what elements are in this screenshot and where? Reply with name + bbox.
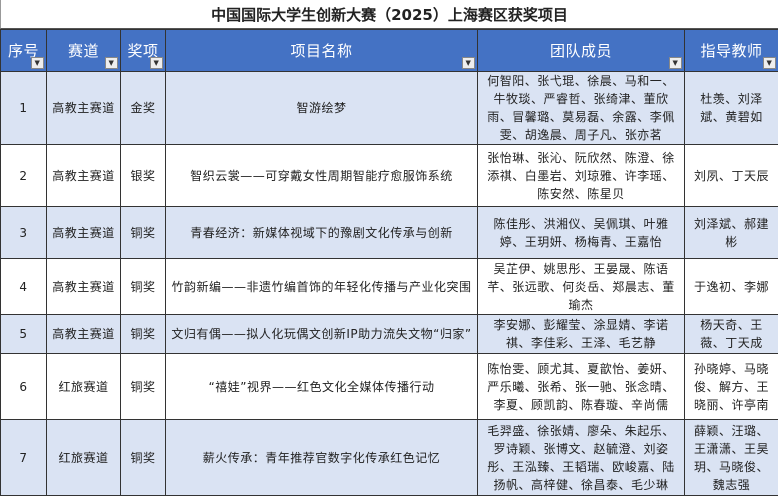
cell-advisors[interactable]: 孙晓婷、马晓俊、解方、王晓丽、许亭南 <box>685 354 778 420</box>
cell-members[interactable]: 李安娜、彭耀莹、涂显婧、李诺祺、李佳彩、王泽、毛艺静 <box>478 315 685 354</box>
header-no: 序号▼ <box>1 30 47 72</box>
cell-track[interactable]: 高教主赛道 <box>47 315 121 354</box>
cell-track[interactable]: 红旅赛道 <box>47 420 121 496</box>
header-members: 团队成员▼ <box>478 30 685 72</box>
cell-project[interactable]: 竹韵新编——非遗竹编首饰的年轻化传播与产业化突围 <box>166 259 478 315</box>
filter-dropdown-icon[interactable]: ▼ <box>669 57 682 69</box>
cell-project[interactable]: 智织云裳——可穿戴女性周期智能疗愈服饰系统 <box>166 145 478 207</box>
filter-dropdown-icon[interactable]: ▼ <box>31 57 44 69</box>
sheet-title: 中国国际大学生创新大赛（2025）上海赛区获奖项目 <box>0 0 778 29</box>
cell-no[interactable]: 2 <box>1 145 47 207</box>
header-track: 赛道▼ <box>47 30 121 72</box>
cell-award[interactable]: 铜奖 <box>121 420 166 496</box>
cell-award[interactable]: 铜奖 <box>121 315 166 354</box>
cell-advisors[interactable]: 杜羡、刘泽斌、黄碧如 <box>685 72 778 145</box>
cell-members[interactable]: 陈怡雯、顾尤其、夏歆怡、姜妍、严乐曦、张希、张一驰、张念晴、李夏、顾凯韵、陈春璇… <box>478 354 685 420</box>
cell-track[interactable]: 高教主赛道 <box>47 72 121 145</box>
filter-dropdown-icon[interactable]: ▼ <box>105 57 118 69</box>
cell-no[interactable]: 6 <box>1 354 47 420</box>
cell-project[interactable]: 文归有偶——拟人化玩偶文创新IP助力流失文物“归家” <box>166 315 478 354</box>
cell-members[interactable]: 陈佳彤、洪湘仪、吴佩琪、叶雅婷、王玥妍、杨梅青、王嘉怡 <box>478 207 685 259</box>
cell-members[interactable]: 吴芷伊、姚思彤、王晏晟、陈语芊、张远歌、何炎岳、郑晨志、董瑜杰 <box>478 259 685 315</box>
cell-award[interactable]: 铜奖 <box>121 354 166 420</box>
filter-dropdown-icon[interactable]: ▼ <box>462 57 475 69</box>
cell-award[interactable]: 银奖 <box>121 145 166 207</box>
cell-track[interactable]: 红旅赛道 <box>47 354 121 420</box>
cell-no[interactable]: 1 <box>1 72 47 145</box>
cell-advisors[interactable]: 薛颖、汪璐、王潇潇、王昊玥、马晓俊、魏志强 <box>685 420 778 496</box>
cell-award[interactable]: 铜奖 <box>121 259 166 315</box>
cell-members[interactable]: 毛羿盛、徐张婧、廖朵、朱起乐、罗诗颖、张博文、赵毓澄、刘姿彤、王泓臻、王韬瑞、欧… <box>478 420 685 496</box>
filter-dropdown-icon[interactable]: ▼ <box>763 57 776 69</box>
cell-award[interactable]: 铜奖 <box>121 207 166 259</box>
cell-advisors[interactable]: 刘泽斌、郝建彬 <box>685 207 778 259</box>
cell-no[interactable]: 4 <box>1 259 47 315</box>
cell-no[interactable]: 5 <box>1 315 47 354</box>
cell-advisors[interactable]: 刘夙、丁天辰 <box>685 145 778 207</box>
header-row: 序号▼ 赛道▼ 奖项▼ 项目名称▼ 团队成员▼ 指导教师▼ <box>1 30 778 72</box>
cell-project[interactable]: 青春经济：新媒体视域下的豫剧文化传承与创新 <box>166 207 478 259</box>
cell-project[interactable]: 薪火传承：青年推荐官数字化传承红色记忆 <box>166 420 478 496</box>
filter-dropdown-icon[interactable]: ▼ <box>150 57 163 69</box>
cell-advisors[interactable]: 于逸初、李娜 <box>685 259 778 315</box>
cell-advisors[interactable]: 杨天奇、王薇、丁天成 <box>685 315 778 354</box>
cell-track[interactable]: 高教主赛道 <box>47 259 121 315</box>
cell-award[interactable]: 金奖 <box>121 72 166 145</box>
header-award: 奖项▼ <box>121 30 166 72</box>
cell-members[interactable]: 何智阳、张弋琨、徐晨、马和一、牛牧琰、严睿哲、张绮津、董欣雨、冒馨璐、莫易磊、余… <box>478 72 685 145</box>
cell-track[interactable]: 高教主赛道 <box>47 207 121 259</box>
header-advisors: 指导教师▼ <box>685 30 778 72</box>
header-project: 项目名称▼ <box>166 30 478 72</box>
cell-project[interactable]: 智游绘梦 <box>166 72 478 145</box>
cell-no[interactable]: 3 <box>1 207 47 259</box>
cell-project[interactable]: “禧娃”视界——红色文化全媒体传播行动 <box>166 354 478 420</box>
cell-members[interactable]: 张怡琳、张沁、阮欣然、陈澄、徐添祺、白墨岩、刘琼雅、许李瑶、陈安然、陈星贝 <box>478 145 685 207</box>
cell-no[interactable]: 7 <box>1 420 47 496</box>
cell-track[interactable]: 高教主赛道 <box>47 145 121 207</box>
